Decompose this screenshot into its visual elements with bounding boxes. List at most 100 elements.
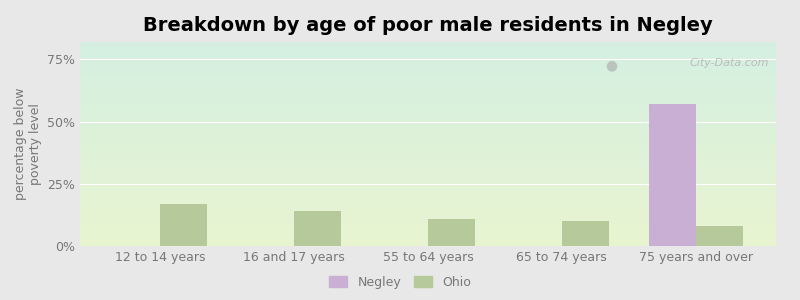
Bar — [80, 92, 776, 93]
Bar — [80, 58, 776, 59]
Bar — [80, 167, 776, 168]
Bar — [80, 78, 776, 79]
Legend: Negley, Ohio: Negley, Ohio — [324, 271, 476, 294]
Bar — [80, 55, 776, 56]
Bar — [80, 81, 776, 82]
Bar — [80, 243, 776, 244]
Text: City-Data.com: City-Data.com — [690, 58, 769, 68]
Bar — [80, 155, 776, 156]
Bar — [80, 150, 776, 151]
Bar — [80, 74, 776, 75]
Bar — [80, 73, 776, 74]
Bar — [80, 47, 776, 48]
Bar — [80, 93, 776, 94]
Bar — [80, 115, 776, 116]
Bar — [80, 46, 776, 47]
Bar — [80, 244, 776, 245]
Bar — [80, 151, 776, 152]
Bar — [294, 211, 341, 246]
Bar — [80, 142, 776, 143]
Bar — [80, 51, 776, 52]
Bar — [80, 75, 776, 76]
Bar — [80, 103, 776, 104]
Bar — [80, 206, 776, 207]
Bar — [80, 117, 776, 118]
Bar — [80, 98, 776, 99]
Bar — [80, 194, 776, 195]
Bar — [80, 136, 776, 137]
Bar — [80, 234, 776, 235]
Bar — [80, 110, 776, 111]
Bar — [80, 219, 776, 220]
Bar — [80, 109, 776, 110]
Bar — [80, 239, 776, 240]
Bar — [80, 132, 776, 133]
Bar — [80, 235, 776, 236]
Bar — [80, 52, 776, 53]
Bar — [80, 72, 776, 73]
Bar — [80, 162, 776, 163]
Bar — [80, 174, 776, 175]
Bar — [80, 242, 776, 243]
Title: Breakdown by age of poor male residents in Negley: Breakdown by age of poor male residents … — [143, 16, 713, 35]
Bar — [80, 129, 776, 130]
Bar — [80, 230, 776, 231]
Bar — [80, 225, 776, 226]
Bar — [80, 126, 776, 127]
Y-axis label: percentage below
poverty level: percentage below poverty level — [14, 88, 42, 200]
Bar — [80, 86, 776, 87]
Bar — [80, 61, 776, 62]
Bar — [80, 200, 776, 201]
Bar — [80, 131, 776, 132]
Bar — [80, 212, 776, 213]
Bar — [80, 236, 776, 237]
Bar — [80, 157, 776, 158]
Bar — [80, 145, 776, 146]
Bar — [80, 245, 776, 246]
Text: ●: ● — [606, 58, 618, 72]
Bar — [80, 137, 776, 138]
Bar — [80, 207, 776, 208]
Bar — [80, 67, 776, 68]
Bar — [80, 95, 776, 96]
Bar — [80, 168, 776, 169]
Bar — [80, 233, 776, 234]
Bar — [80, 158, 776, 159]
Bar — [80, 49, 776, 50]
Bar — [428, 219, 475, 246]
Bar — [80, 208, 776, 209]
Bar — [80, 201, 776, 202]
Bar — [80, 96, 776, 97]
Bar — [80, 111, 776, 112]
Bar — [80, 182, 776, 183]
Bar — [80, 184, 776, 185]
Bar — [80, 164, 776, 165]
Bar — [80, 160, 776, 161]
Bar — [80, 69, 776, 70]
Bar — [80, 210, 776, 211]
Bar — [80, 190, 776, 191]
Bar — [80, 218, 776, 219]
Bar — [80, 83, 776, 84]
Bar — [80, 84, 776, 85]
Bar — [80, 170, 776, 171]
Bar — [80, 185, 776, 186]
Bar — [80, 221, 776, 222]
Bar — [80, 70, 776, 71]
Bar — [80, 146, 776, 147]
Bar — [80, 211, 776, 212]
Bar — [80, 123, 776, 124]
Bar — [80, 133, 776, 134]
Bar — [80, 216, 776, 217]
Bar — [80, 213, 776, 214]
Bar — [80, 56, 776, 57]
Bar — [80, 186, 776, 187]
Bar — [80, 48, 776, 49]
Bar — [80, 149, 776, 150]
Bar — [80, 203, 776, 204]
Bar — [80, 193, 776, 194]
Bar — [80, 197, 776, 198]
Bar — [80, 196, 776, 197]
Bar — [80, 176, 776, 177]
Bar — [80, 88, 776, 89]
